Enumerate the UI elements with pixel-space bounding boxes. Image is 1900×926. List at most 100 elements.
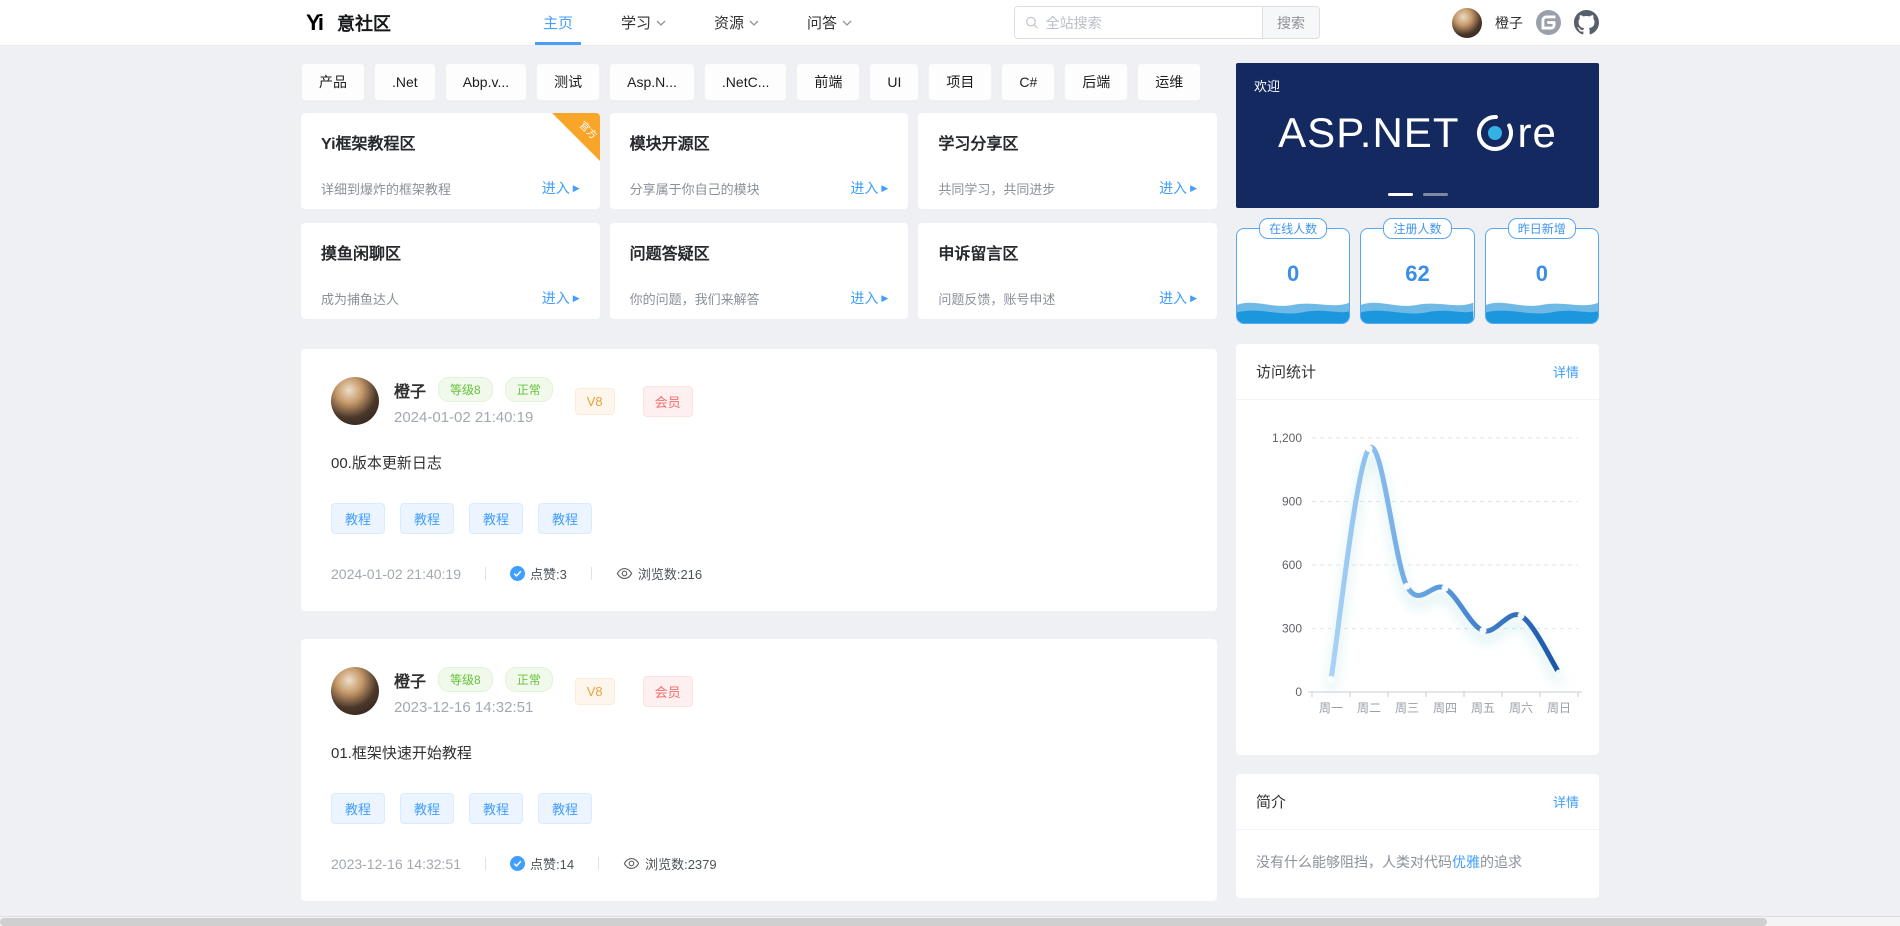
nav-label: 资源: [714, 15, 745, 32]
brand[interactable]: Yi 意社区: [301, 10, 391, 36]
board-card-modules[interactable]: 模块开源区 分享属于你自己的模块 进入 ▶: [609, 113, 909, 209]
post-title[interactable]: 00.版本更新日志: [331, 455, 442, 472]
search-box[interactable]: [1014, 6, 1262, 39]
tag-pill[interactable]: Abp.v...: [444, 63, 528, 101]
sidebar: 欢迎 ASP.NET re 在线人数 0: [1236, 63, 1599, 926]
nav-item-qa[interactable]: 问答: [783, 0, 876, 45]
enter-link[interactable]: 进入 ▶: [1159, 180, 1197, 196]
board-title: 问题答疑区: [629, 246, 710, 263]
enter-link[interactable]: 进入 ▶: [541, 290, 580, 306]
wave-decoration: [1361, 302, 1474, 323]
board-desc: 成为捕鱼达人: [321, 291, 400, 307]
tag-pill[interactable]: 项目: [928, 63, 993, 101]
post-time: 2024-01-02 21:40:19: [394, 409, 534, 426]
board-card-chat[interactable]: 摸鱼闲聊区 成为捕鱼达人 进入 ▶: [301, 223, 600, 319]
enter-link[interactable]: 进入 ▶: [541, 180, 580, 196]
enter-link[interactable]: 进入 ▶: [850, 290, 889, 306]
search-button[interactable]: 搜索: [1262, 6, 1320, 39]
tag-pill[interactable]: 运维: [1137, 63, 1202, 101]
intro-details-link[interactable]: 详情: [1552, 795, 1579, 810]
tag-pill[interactable]: 测试: [536, 63, 601, 101]
board-desc: 分享属于你自己的模块: [629, 181, 760, 197]
check-circle-icon: [510, 566, 525, 581]
main-nav: 主页 学习 资源 问答: [519, 0, 876, 45]
board-title: 申诉留言区: [938, 246, 1019, 263]
site-title: 意社区: [337, 13, 391, 34]
site-logo-icon: Yi: [306, 9, 324, 35]
board-title: 学习分享区: [938, 136, 1019, 153]
status-badge: 正常: [504, 667, 553, 692]
visit-stats-card: 访问统计 详情 0 300 600 900 1,200 周一 周二 周三 周四 周五 周六 周日: [1236, 344, 1599, 755]
svg-text:周二: 周二: [1357, 701, 1381, 715]
search-input[interactable]: [1045, 14, 1252, 31]
svg-text:0: 0: [1295, 685, 1302, 699]
tag-pill[interactable]: C#: [1001, 63, 1056, 101]
post-header: 橙子 等级8 正常 2023-12-16 14:32:51 V8 会员: [331, 667, 1187, 716]
post-card[interactable]: 橙子 等级8 正常 2024-01-02 21:40:19 V8 会员 00.版…: [301, 349, 1217, 611]
svg-text:周六: 周六: [1509, 701, 1533, 715]
visit-details-link[interactable]: 详情: [1552, 365, 1579, 380]
carousel-dot[interactable]: [1387, 193, 1413, 196]
board-card-qa[interactable]: 问题答疑区 你的问题，我们来解答 进入 ▶: [609, 223, 909, 319]
post-footer: 2024-01-02 21:40:19 点赞:3 浏览数:216: [331, 564, 1187, 583]
nav-item-home[interactable]: 主页: [519, 0, 597, 45]
post-tags: 教程 教程 教程 教程: [331, 503, 1187, 534]
tag-pill[interactable]: .NetC...: [703, 63, 788, 101]
tag-filter-row: 产品 .Net Abp.v... 测试 Asp.N... .NetC... 前端…: [301, 63, 1217, 101]
board-title: Yi框架教程区: [321, 136, 416, 153]
post-tag: 教程: [400, 503, 455, 534]
svg-text:周一: 周一: [1319, 701, 1343, 715]
avatar[interactable]: [331, 667, 379, 715]
svg-text:周三: 周三: [1395, 701, 1419, 715]
svg-text:300: 300: [1282, 622, 1302, 636]
carousel-dot[interactable]: [1422, 193, 1448, 196]
level-badge: 等级8: [438, 667, 493, 692]
stat-card-online: 在线人数 0: [1236, 218, 1351, 324]
post-footer: 2023-12-16 14:32:51 点赞:14 浏览数:2379: [331, 854, 1187, 873]
tag-pill[interactable]: 前端: [796, 63, 861, 101]
post-card[interactable]: 橙子 等级8 正常 2023-12-16 14:32:51 V8 会员 01.框…: [301, 639, 1217, 901]
stat-value: 0: [1287, 261, 1300, 286]
board-title: 模块开源区: [629, 136, 710, 153]
tag-pill[interactable]: Asp.N...: [609, 63, 695, 101]
arrow-right-icon: ▶: [881, 292, 889, 303]
core-c-ring-icon: [1477, 115, 1514, 151]
enter-link[interactable]: 进入 ▶: [850, 180, 889, 196]
intro-text: 没有什么能够阻挡，人类对代码优雅的追求: [1256, 854, 1522, 870]
welcome-banner[interactable]: 欢迎 ASP.NET re: [1236, 63, 1599, 208]
post-title[interactable]: 01.框架快速开始教程: [331, 745, 472, 762]
svg-text:周五: 周五: [1471, 701, 1495, 715]
svg-text:周四: 周四: [1433, 701, 1457, 715]
board-card-tutorial[interactable]: 官方 Yi框架教程区 详细到爆炸的框架教程 进入 ▶: [301, 113, 600, 209]
intro-inline-link[interactable]: 优雅: [1452, 854, 1480, 870]
nav-item-resources[interactable]: 资源: [690, 0, 783, 45]
horizontal-scrollbar: [0, 916, 1900, 926]
avatar[interactable]: [331, 377, 379, 425]
tag-pill[interactable]: UI: [869, 63, 920, 101]
scrollbar-thumb[interactable]: [0, 918, 1767, 926]
board-card-share[interactable]: 学习分享区 共同学习，共同进步 进入 ▶: [918, 113, 1217, 209]
post-author: 橙子: [394, 383, 427, 401]
user-name[interactable]: 橙子: [1495, 14, 1523, 31]
stat-value: 0: [1535, 261, 1548, 286]
nav-label: 学习: [621, 15, 652, 32]
enter-link[interactable]: 进入 ▶: [1159, 290, 1197, 306]
board-grid: 官方 Yi框架教程区 详细到爆炸的框架教程 进入 ▶ 模块开源区 分享属于你自己的…: [301, 113, 1217, 319]
github-icon[interactable]: [1574, 10, 1599, 35]
gitee-icon[interactable]: [1536, 10, 1561, 35]
board-card-appeal[interactable]: 申诉留言区 问题反馈，账号申述 进入 ▶: [918, 223, 1217, 319]
wave-decoration: [1237, 302, 1350, 323]
eye-icon: [623, 857, 640, 870]
post-footer-time: 2023-12-16 14:32:51: [331, 855, 461, 872]
stat-value: 62: [1405, 261, 1430, 286]
tag-pill[interactable]: 后端: [1064, 63, 1129, 101]
post-tag: 教程: [400, 793, 455, 824]
site-search: 搜索: [1014, 6, 1320, 39]
nav-item-learn[interactable]: 学习: [597, 0, 690, 45]
user-avatar[interactable]: [1452, 7, 1482, 38]
tag-pill[interactable]: 产品: [301, 63, 365, 101]
stat-label: 在线人数: [1259, 218, 1328, 239]
arrow-right-icon: ▶: [881, 182, 889, 193]
tag-pill[interactable]: .Net: [374, 63, 436, 101]
post-tag: 教程: [538, 503, 593, 534]
